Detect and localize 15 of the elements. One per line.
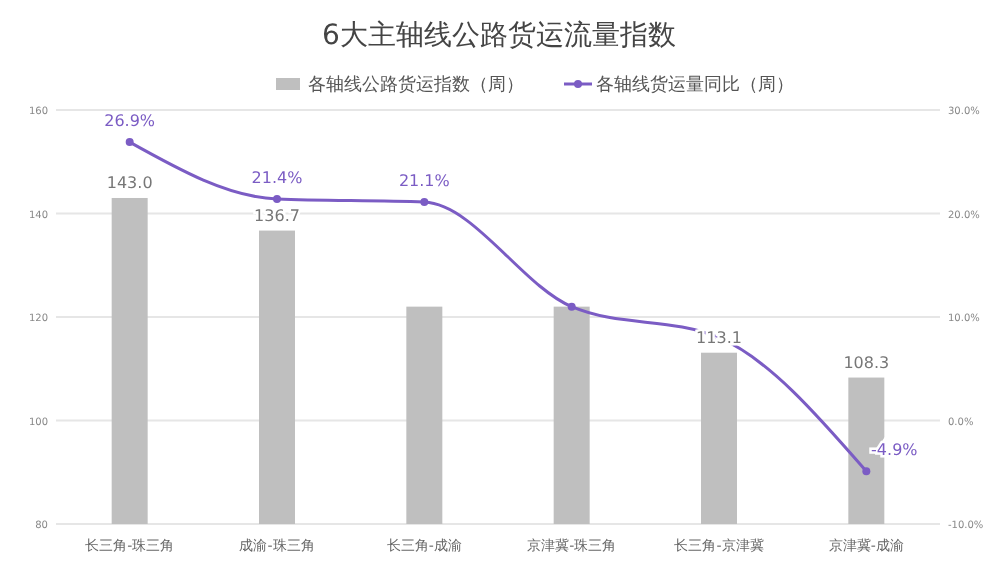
data-label: 26.9% [104, 112, 156, 131]
point [273, 195, 281, 204]
data-label: 108.3 [843, 353, 890, 372]
data-label: 21.4% [251, 169, 304, 188]
legend-label: 各轴线货运量同比（周） [596, 74, 794, 96]
data-label: -4.9% [871, 441, 919, 460]
point [567, 302, 576, 311]
data-label: 136.7 [254, 206, 300, 225]
data-label: 21.1% [398, 172, 451, 191]
point [125, 138, 134, 147]
legend-label: 各轴线公路货运指数（周） [308, 74, 524, 96]
data-label: 143.0 [106, 173, 153, 192]
chart-title: 6大主轴线公路货运流量指数 [322, 20, 676, 52]
point [420, 198, 429, 207]
point [862, 467, 871, 476]
